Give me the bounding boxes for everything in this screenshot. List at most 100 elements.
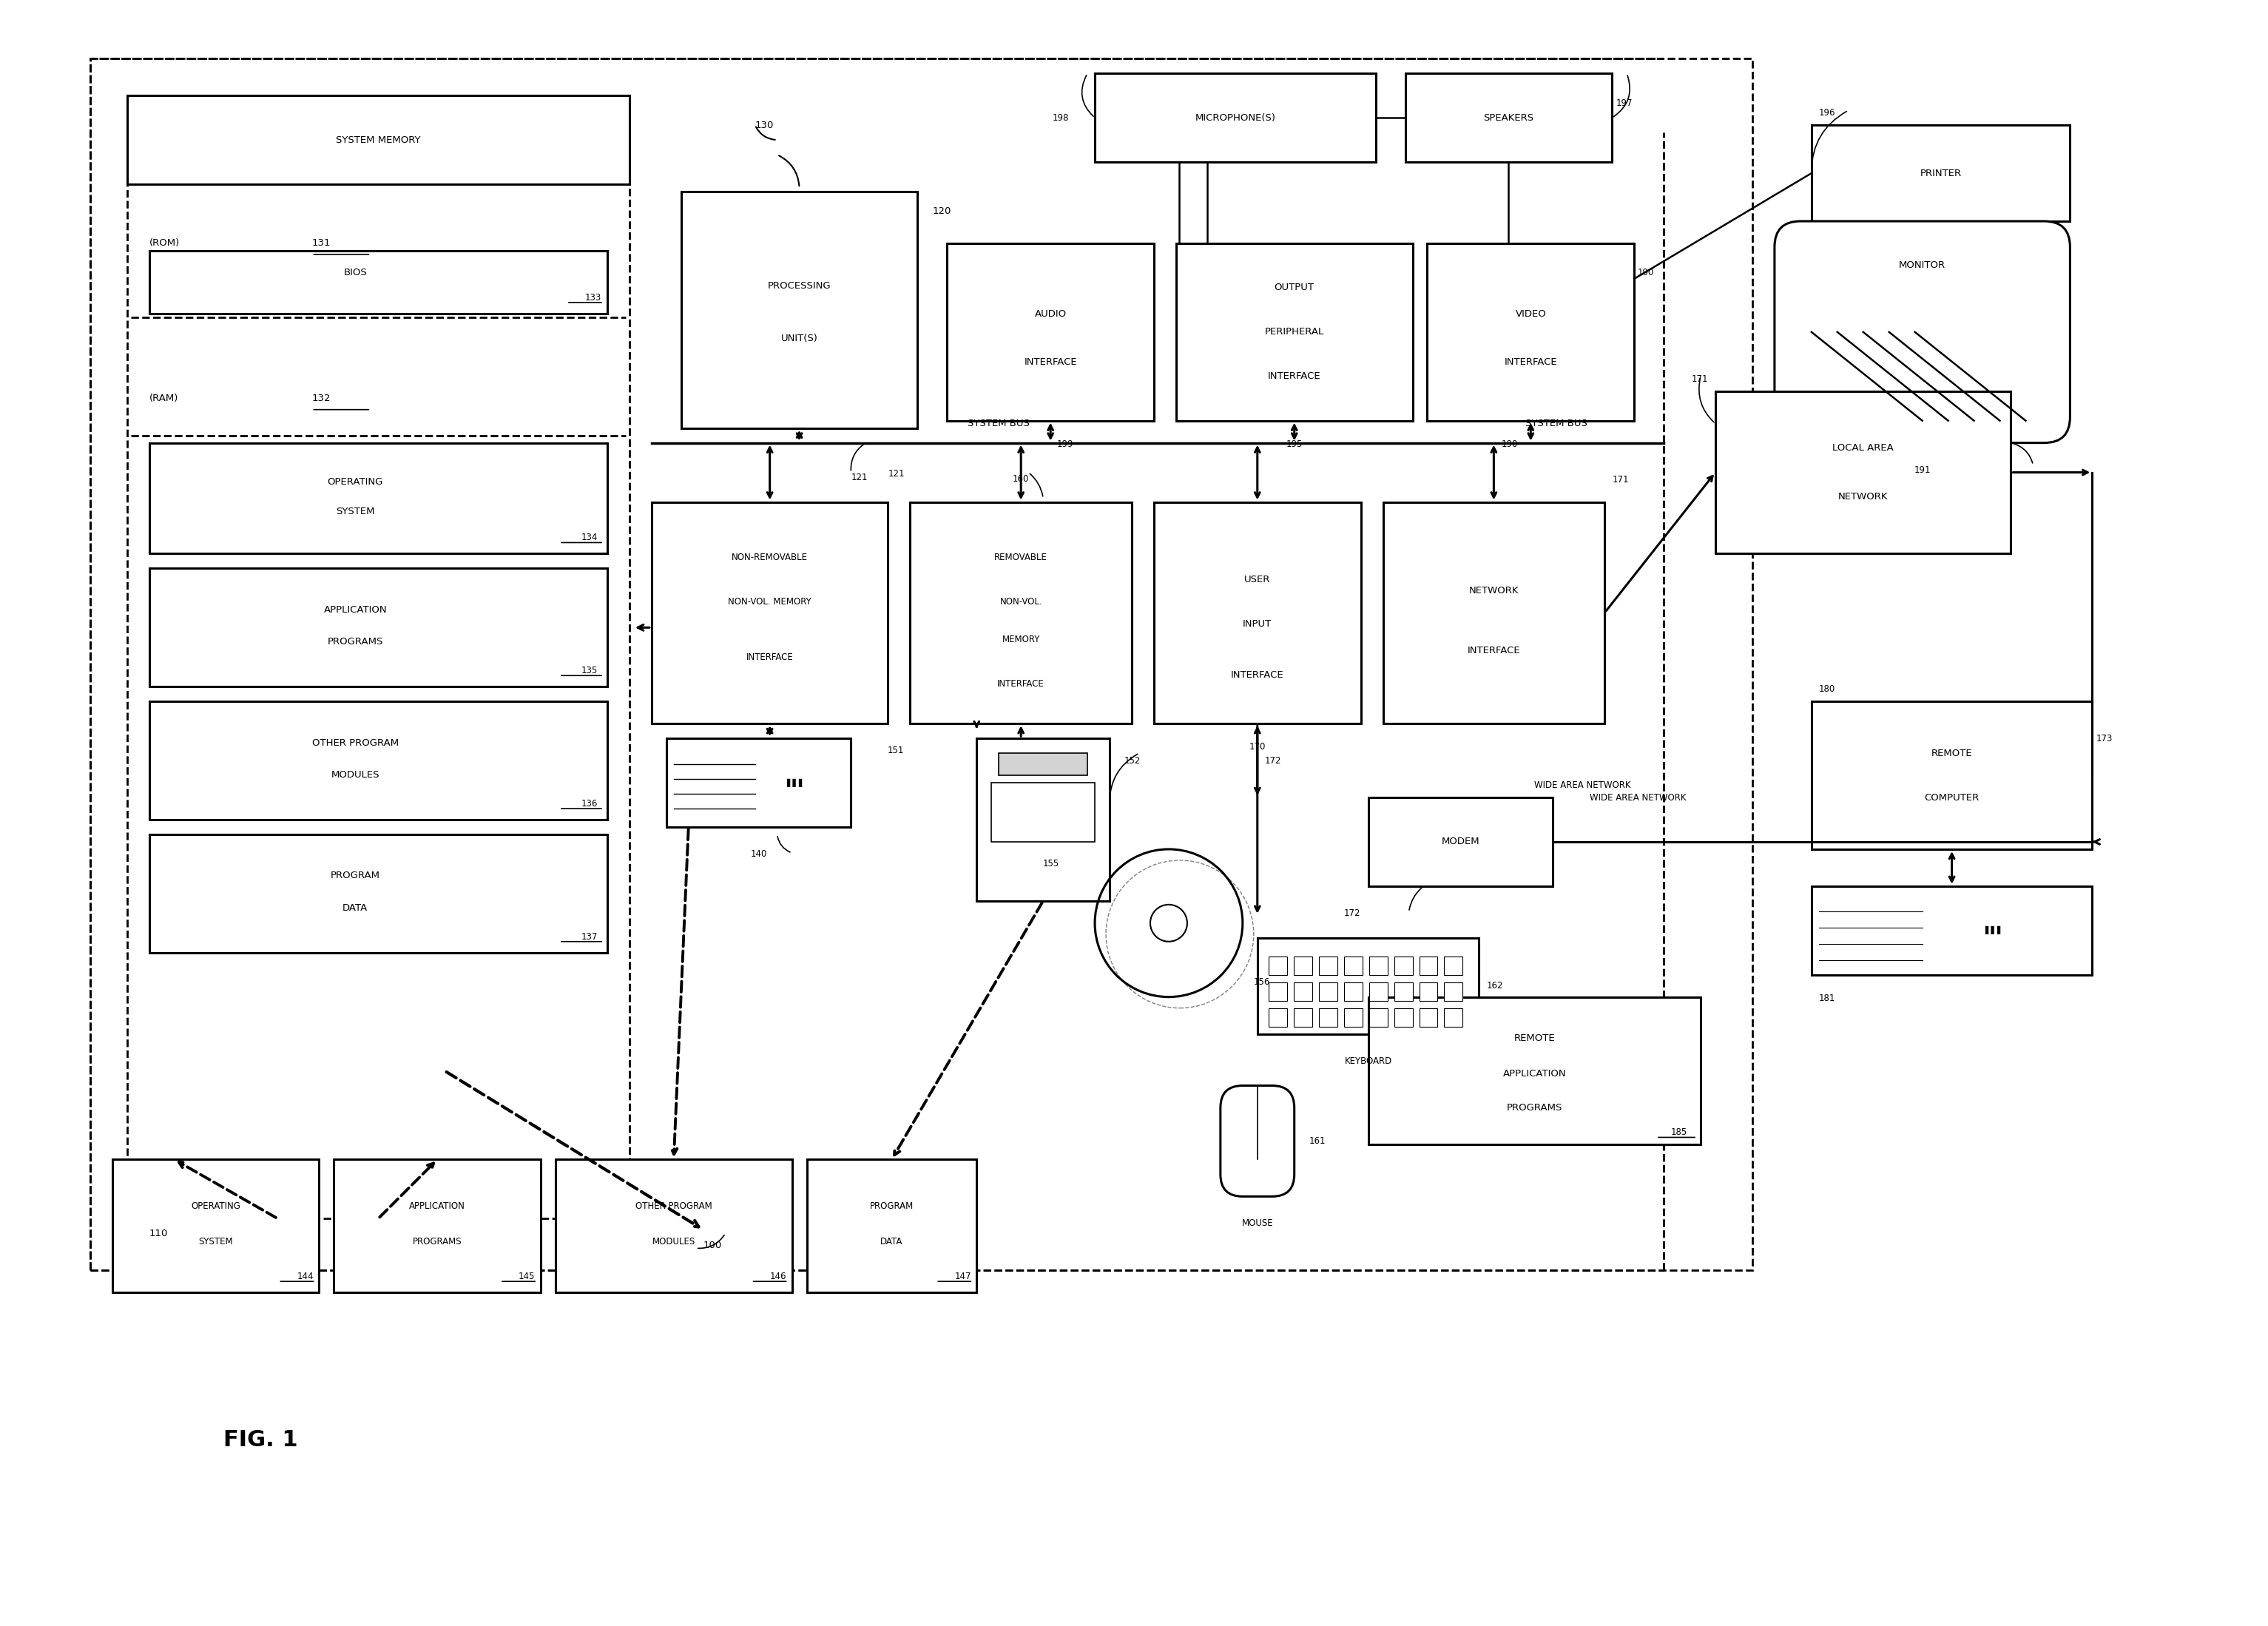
Bar (1345, 956, 1363, 976)
Bar (1318, 982, 1338, 1000)
Bar (1293, 1008, 1313, 1026)
Bar (1420, 956, 1438, 976)
Text: USER: USER (1245, 574, 1270, 584)
Bar (1268, 982, 1286, 1000)
Text: 190: 190 (1501, 439, 1517, 449)
Text: OPERATING: OPERATING (327, 476, 383, 486)
Text: 121: 121 (850, 473, 869, 481)
Text: KEYBOARD: KEYBOARD (1345, 1055, 1393, 1065)
Bar (150, 442, 608, 554)
Text: 197: 197 (1615, 98, 1633, 107)
Text: 134: 134 (581, 533, 599, 543)
Bar (998, 753, 1086, 776)
Text: 133: 133 (585, 293, 601, 302)
Text: (RAM): (RAM) (150, 393, 179, 403)
Text: 120: 120 (932, 207, 950, 216)
Text: APPLICATION: APPLICATION (324, 605, 388, 615)
Text: BIOS: BIOS (342, 268, 367, 278)
Text: INTERFACE: INTERFACE (1504, 358, 1558, 367)
Bar (1368, 997, 1701, 1145)
Bar (150, 250, 608, 314)
Bar (1345, 1008, 1363, 1026)
Bar (991, 782, 1095, 842)
Bar (1345, 982, 1363, 1000)
Bar (91, 59, 1753, 1270)
Text: MICROPHONE(S): MICROPHONE(S) (1195, 112, 1275, 122)
Text: 198: 198 (1052, 112, 1068, 122)
Bar (1268, 1008, 1286, 1026)
Bar (1268, 956, 1286, 976)
Text: MODEM: MODEM (1442, 837, 1479, 847)
Text: 140: 140 (751, 849, 767, 859)
Text: SYSTEM: SYSTEM (336, 507, 374, 517)
Bar (1445, 956, 1463, 976)
Text: 162: 162 (1486, 980, 1504, 990)
Bar (150, 834, 608, 953)
Bar (1420, 982, 1438, 1000)
Bar (680, 192, 919, 428)
Bar (1395, 1008, 1413, 1026)
FancyBboxPatch shape (1220, 1086, 1295, 1197)
Text: 190: 190 (1637, 268, 1653, 278)
Text: 155: 155 (1043, 859, 1059, 868)
Text: PROGRAM: PROGRAM (331, 872, 381, 881)
Text: 146: 146 (769, 1272, 787, 1281)
FancyBboxPatch shape (1774, 221, 2071, 442)
Text: PROGRAM: PROGRAM (869, 1202, 914, 1211)
Bar (1812, 886, 2091, 976)
Text: PRINTER: PRINTER (1921, 169, 1962, 177)
Bar (1293, 982, 1313, 1000)
Text: 151: 151 (887, 746, 903, 756)
Text: PERIPHERAL: PERIPHERAL (1266, 327, 1325, 337)
Text: INTERFACE: INTERFACE (1025, 358, 1077, 367)
Text: NON-REMOVABLE: NON-REMOVABLE (733, 553, 807, 563)
Bar (1154, 502, 1361, 724)
Bar (807, 1159, 978, 1293)
Text: INPUT: INPUT (1243, 620, 1272, 629)
Text: AUDIO: AUDIO (1034, 309, 1066, 319)
Bar (1445, 982, 1463, 1000)
Text: OTHER PROGRAM: OTHER PROGRAM (313, 738, 399, 748)
Text: NON-VOL. MEMORY: NON-VOL. MEMORY (728, 597, 812, 606)
Text: APPLICATION: APPLICATION (408, 1202, 465, 1211)
Text: 196: 196 (1819, 109, 1835, 117)
Text: OTHER PROGRAM: OTHER PROGRAM (635, 1202, 712, 1211)
Text: NON-VOL.: NON-VOL. (1000, 597, 1043, 606)
Text: 130: 130 (755, 120, 773, 130)
Text: 147: 147 (955, 1272, 971, 1281)
Text: MODULES: MODULES (653, 1237, 696, 1247)
Text: 199: 199 (1057, 439, 1073, 449)
Text: (ROM): (ROM) (150, 239, 179, 249)
Bar (1293, 956, 1313, 976)
Text: 191: 191 (1914, 465, 1930, 475)
Bar (1395, 982, 1413, 1000)
Text: DATA: DATA (342, 902, 367, 912)
Bar (1715, 392, 2012, 554)
Text: 180: 180 (1819, 685, 1835, 694)
Text: 135: 135 (581, 667, 599, 675)
Bar (978, 738, 1109, 901)
Bar (1318, 1008, 1338, 1026)
Text: SPEAKERS: SPEAKERS (1483, 112, 1533, 122)
Text: 136: 136 (581, 798, 599, 808)
Bar (150, 569, 608, 686)
Text: SYSTEM BUS: SYSTEM BUS (1526, 418, 1588, 428)
Bar (1395, 956, 1413, 976)
Text: SYSTEM MEMORY: SYSTEM MEMORY (336, 135, 420, 145)
Text: 137: 137 (581, 932, 599, 941)
Bar (111, 1159, 320, 1293)
Text: REMOVABLE: REMOVABLE (993, 553, 1048, 563)
Text: 110: 110 (150, 1229, 168, 1239)
Text: OUTPUT: OUTPUT (1275, 283, 1313, 293)
Text: DATA: DATA (880, 1237, 903, 1247)
Bar (127, 96, 631, 1218)
Text: 170: 170 (1250, 741, 1266, 751)
Text: 160: 160 (1014, 473, 1030, 483)
Bar (127, 96, 631, 184)
Text: PROGRAMS: PROGRAMS (1506, 1102, 1563, 1112)
Text: 156: 156 (1254, 977, 1270, 987)
Text: 171: 171 (1692, 374, 1708, 384)
Text: INTERFACE: INTERFACE (1268, 372, 1320, 380)
Text: 172: 172 (1266, 756, 1281, 766)
Bar (1368, 797, 1554, 886)
